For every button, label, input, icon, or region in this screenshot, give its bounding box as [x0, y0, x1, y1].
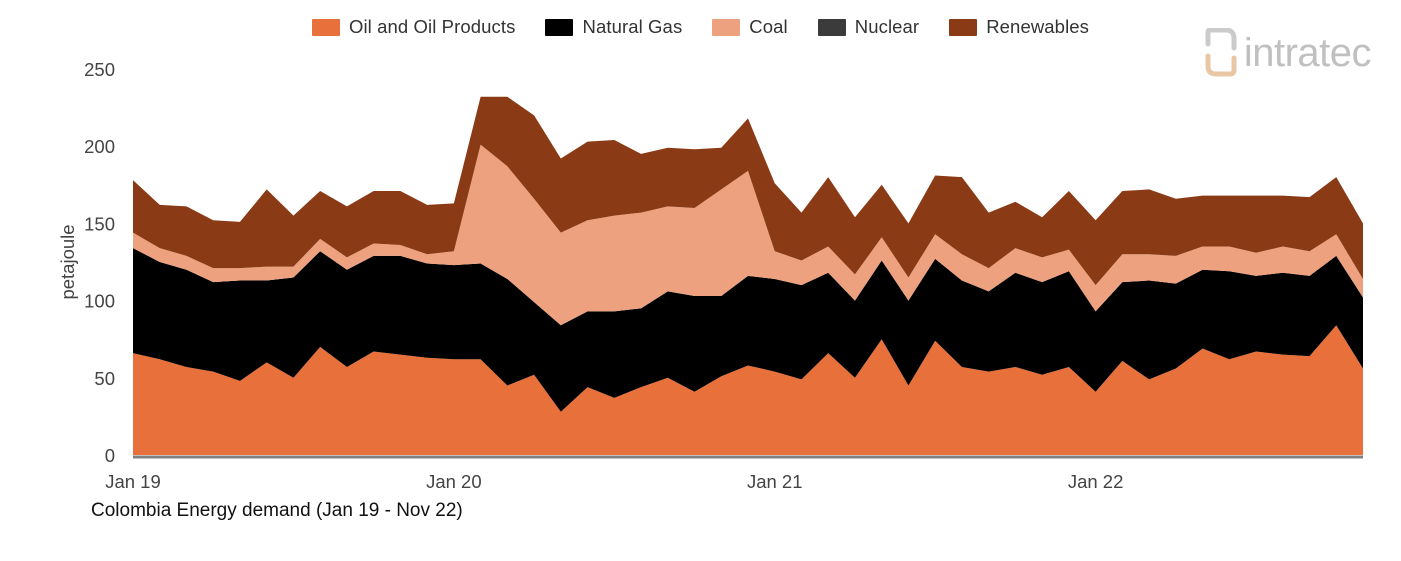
y-axis-tick-label: 200 [84, 136, 115, 157]
x-axis-tick-label: Jan 19 [105, 471, 161, 492]
y-axis-tick-label: 50 [94, 368, 115, 389]
x-axis-tick-label: Jan 22 [1068, 471, 1124, 492]
y-axis-tick-label: 250 [84, 59, 115, 80]
y-axis-title: petajoule [57, 224, 78, 299]
y-axis-tick-label: 0 [105, 445, 115, 466]
y-axis-tick-label: 150 [84, 213, 115, 234]
area-series-coal [133, 144, 1363, 326]
area-series-natural-gas [133, 248, 1363, 412]
x-axis-tick-label: Jan 21 [747, 471, 803, 492]
x-axis-tick-label: Jan 20 [426, 471, 482, 492]
area-series-oil-and-oil-products [133, 325, 1363, 455]
intratec-mark-icon [1205, 28, 1237, 77]
chart-caption: Colombia Energy demand (Jan 19 - Nov 22) [91, 500, 463, 521]
area-series-renewables [133, 96, 1363, 286]
intratec-logo: intratec [1200, 28, 1372, 78]
logo-wordmark: intratec [1243, 31, 1372, 75]
y-axis-tick-label: 100 [84, 291, 115, 312]
